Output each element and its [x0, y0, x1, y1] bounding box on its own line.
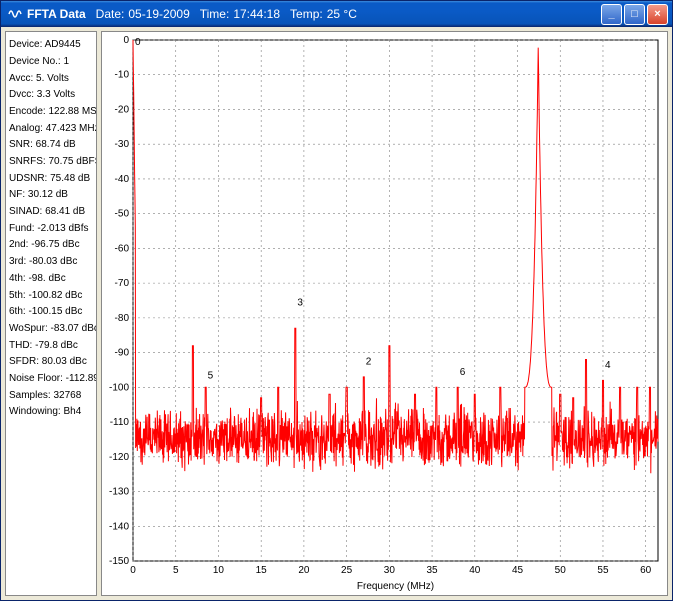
stat-row: 5th: -100.82 dBc: [9, 291, 93, 302]
stat-row: SNRFS: 70.75 dBFS: [9, 157, 93, 168]
stat-row: SINAD: 68.41 dB: [9, 207, 93, 218]
svg-text:-110: -110: [110, 417, 130, 428]
svg-text:5: 5: [173, 565, 179, 576]
stat-row: Fund: -2.013 dBfs: [9, 224, 93, 235]
stat-row: Dvcc: 3.3 Volts: [9, 90, 93, 101]
svg-text:-90: -90: [115, 348, 130, 359]
svg-text:10: 10: [213, 565, 225, 576]
stat-row: Avcc: 5. Volts: [9, 74, 93, 85]
app-window: FFTA Data Date: 05-19-2009 Time: 17:44:1…: [0, 0, 673, 601]
svg-text:-150: -150: [109, 556, 129, 567]
app-wave-icon: [7, 6, 23, 22]
svg-text:6: 6: [460, 367, 466, 378]
svg-text:4: 4: [605, 360, 611, 371]
stat-row: Device No.: 1: [9, 57, 93, 68]
stat-row: 3rd: -80.03 dBc: [9, 257, 93, 268]
svg-text:35: 35: [427, 565, 439, 576]
svg-text:45: 45: [512, 565, 524, 576]
svg-text:-10: -10: [115, 70, 130, 81]
stat-row: UDSNR: 75.48 dB: [9, 174, 93, 185]
maximize-icon: □: [631, 8, 638, 20]
minimize-icon: _: [608, 8, 614, 20]
stat-row: THD: -79.8 dBc: [9, 341, 93, 352]
window-title: FFTA Data: [27, 7, 86, 21]
stat-row: NF: 30.12 dB: [9, 190, 93, 201]
svg-text:-140: -140: [109, 521, 129, 532]
svg-text:55: 55: [597, 565, 609, 576]
title-date-label: Date:: [96, 7, 125, 21]
stat-row: Analog: 47.423 MHz: [9, 124, 93, 135]
close-icon: ×: [654, 8, 660, 20]
stat-row: Encode: 122.88 MSPS: [9, 107, 93, 118]
stat-row: WoSpur: -83.07 dBc +: [9, 324, 93, 335]
stat-row: 4th: -98. dBc: [9, 274, 93, 285]
stats-sidebar: Device: AD9445 Device No.: 1 Avcc: 5. Volt…: [5, 31, 97, 596]
svg-text:0: 0: [135, 37, 141, 48]
title-temp: 25 °C: [327, 7, 357, 21]
svg-text:-60: -60: [115, 243, 130, 254]
title-time-label: Time:: [200, 7, 230, 21]
close-button[interactable]: ×: [647, 4, 668, 25]
svg-text:0: 0: [123, 35, 129, 46]
svg-text:5: 5: [208, 370, 214, 381]
title-date: 05-19-2009: [128, 7, 189, 21]
svg-text:-130: -130: [109, 487, 129, 498]
svg-text:0: 0: [130, 565, 136, 576]
minimize-button[interactable]: _: [601, 4, 622, 25]
stat-row: SFDR: 80.03 dBc: [9, 357, 93, 368]
stat-row: 2nd: -96.75 dBc: [9, 240, 93, 251]
svg-text:40: 40: [469, 565, 481, 576]
svg-text:-120: -120: [109, 452, 129, 463]
svg-text:-50: -50: [115, 209, 130, 220]
stat-row: Samples: 32768: [9, 391, 93, 402]
svg-text:2: 2: [366, 356, 372, 367]
svg-text:50: 50: [555, 565, 567, 576]
stat-row: SNR: 68.74 dB: [9, 140, 93, 151]
svg-text:-80: -80: [115, 313, 130, 324]
svg-text:-40: -40: [115, 174, 130, 185]
svg-text:3: 3: [297, 297, 303, 308]
stat-row: Windowing: Bh4: [9, 407, 93, 418]
title-bar[interactable]: FFTA Data Date: 05-19-2009 Time: 17:44:1…: [1, 1, 672, 27]
title-temp-label: Temp:: [290, 7, 323, 21]
maximize-button[interactable]: □: [624, 4, 645, 25]
stat-row: Noise Floor: -112.89 dBFS: [9, 374, 93, 385]
svg-text:15: 15: [256, 565, 268, 576]
content-area: Device: AD9445 Device No.: 1 Avcc: 5. Volt…: [1, 27, 672, 600]
fft-plot[interactable]: 051015202530354045505560-150-140-130-120…: [102, 32, 667, 595]
stat-row: 6th: -100.15 dBc: [9, 307, 93, 318]
svg-text:-100: -100: [109, 382, 129, 393]
svg-text:60: 60: [640, 565, 652, 576]
svg-text:Frequency (MHz): Frequency (MHz): [357, 581, 434, 592]
svg-text:20: 20: [298, 565, 310, 576]
plot-panel: 051015202530354045505560-150-140-130-120…: [101, 31, 668, 596]
svg-text:-20: -20: [115, 104, 130, 115]
svg-text:25: 25: [341, 565, 353, 576]
svg-text:-30: -30: [115, 139, 130, 150]
stat-row: Device: AD9445: [9, 40, 93, 51]
svg-text:-70: -70: [115, 278, 130, 289]
svg-text:30: 30: [384, 565, 396, 576]
title-time: 17:44:18: [233, 7, 280, 21]
